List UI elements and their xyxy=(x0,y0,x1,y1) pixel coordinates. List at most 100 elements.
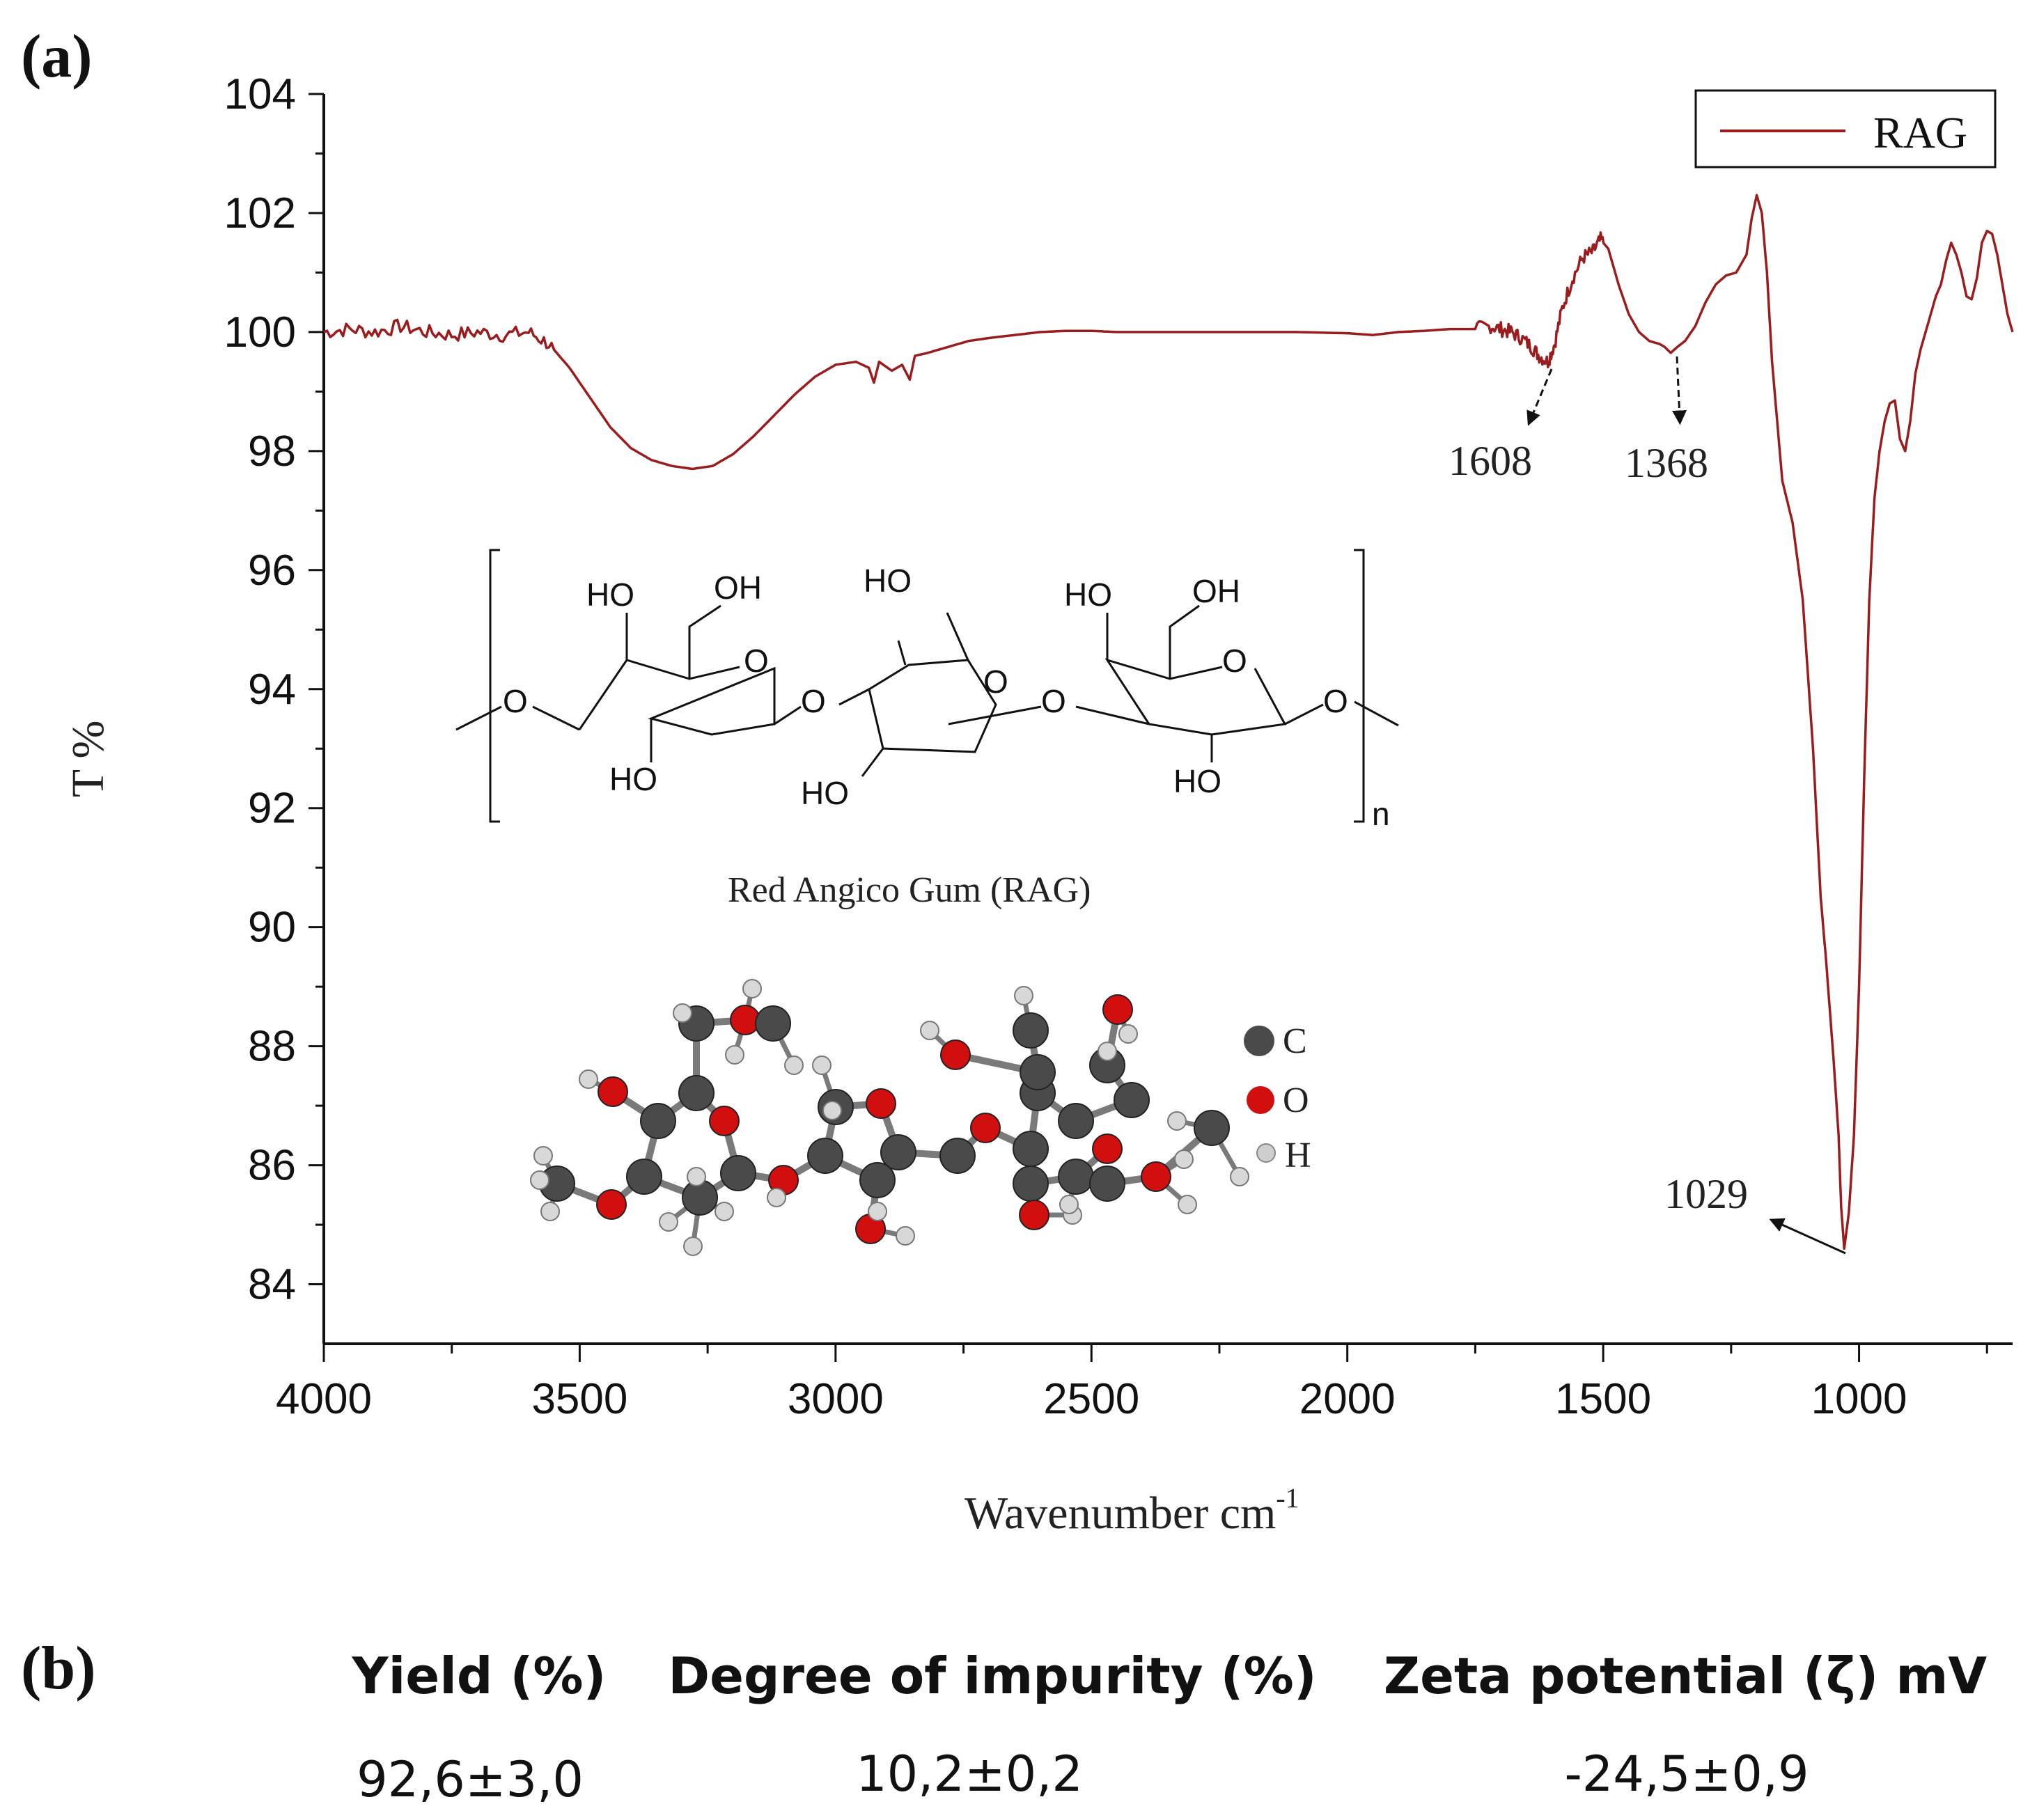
y-axis-title: T % xyxy=(63,721,114,798)
legend-box xyxy=(1694,89,1997,168)
label-oh-1: OH xyxy=(714,570,762,606)
label-oh-2: OH xyxy=(1192,573,1240,609)
table-header-impurity: Degree of impurity (%) xyxy=(668,1647,1316,1705)
oxygen-atom-icon xyxy=(1247,1086,1274,1114)
hydrogen-atom-icon xyxy=(1256,1143,1276,1163)
y-tick-label: 84 xyxy=(248,1261,296,1309)
x-tick-label: 1500 xyxy=(1555,1375,1651,1423)
hydrogen-atom xyxy=(767,1188,786,1207)
arrow-1608 xyxy=(1527,368,1553,426)
carbon-atom xyxy=(859,1162,896,1198)
table-value-impurity: 10,2±0,2 xyxy=(856,1746,1083,1803)
hydrogen-atom xyxy=(1167,1111,1187,1131)
y-tick-label: 86 xyxy=(248,1142,296,1190)
hydrogen-atom xyxy=(920,1021,939,1040)
table-value-zeta: -24,5±0,9 xyxy=(1564,1746,1809,1803)
hydrogen-atom xyxy=(530,1170,549,1190)
hydrogen-atom xyxy=(1118,1024,1138,1044)
chemical-structure: O HO OH O HO O HO O HO O HO OH O HO O n xyxy=(455,549,1399,832)
y-tick-label: 90 xyxy=(248,904,296,952)
x-tick-label: 4000 xyxy=(276,1375,372,1423)
x-axis-title-sup: -1 xyxy=(1276,1482,1299,1514)
y-tick-label: 104 xyxy=(224,70,296,118)
label-ho-3: HO xyxy=(864,563,912,599)
label-ho-5: HO xyxy=(1064,576,1112,613)
hydrogen-atom xyxy=(673,1003,692,1023)
label-o-ring-3: O xyxy=(1222,643,1247,679)
hydrogen-atom xyxy=(1014,986,1033,1005)
hydrogen-atom xyxy=(784,1056,804,1075)
oxygen-atom xyxy=(940,1040,971,1070)
label-o-link-2: O xyxy=(1041,683,1066,719)
y-tick-label: 98 xyxy=(248,427,296,476)
panel-b-label: (b) xyxy=(21,1635,96,1702)
pyranose-ring-1 xyxy=(578,604,776,762)
hydrogen-atom xyxy=(687,1167,706,1186)
x-tick-label: 3500 xyxy=(531,1375,627,1423)
hydrogen-atom xyxy=(742,979,762,998)
label-o-chain-left: O xyxy=(503,683,528,719)
carbon-atom xyxy=(678,1075,715,1111)
polymer-bracket-right xyxy=(1354,549,1365,823)
hydrogen-atom xyxy=(812,1056,831,1075)
polymer-bracket-left xyxy=(489,549,500,823)
carbon-atom-icon xyxy=(1244,1026,1274,1056)
label-ho-1: HO xyxy=(586,576,634,613)
table-value-yield: 92,6±3,0 xyxy=(357,1751,584,1808)
arrow-1029 xyxy=(1769,1218,1846,1255)
atom-legend-carbon: C xyxy=(1283,1021,1307,1061)
hydrogen-atom xyxy=(1230,1167,1249,1186)
hydrogen-atom xyxy=(868,1202,887,1221)
carbon-atom xyxy=(939,1138,976,1174)
hydrogen-atom xyxy=(1098,1042,1117,1061)
hydrogen-atom xyxy=(1174,1150,1194,1169)
hydrogen-atom xyxy=(683,1237,703,1256)
carbon-atom xyxy=(1013,1012,1049,1049)
arrow-1368 xyxy=(1672,356,1687,425)
y-tick-label: 88 xyxy=(248,1023,296,1071)
label-n: n xyxy=(1372,796,1390,832)
y-tick-label: 102 xyxy=(224,189,296,237)
label-ho-4: HO xyxy=(801,775,849,811)
x-tick-label: 3000 xyxy=(788,1375,884,1423)
carbon-atom xyxy=(1058,1159,1094,1195)
results-table: Yield (%) Degree of impurity (%) Zeta po… xyxy=(352,1647,1988,1808)
hydrogen-atom xyxy=(822,1101,842,1120)
carbon-atom xyxy=(1013,1131,1049,1167)
structure-name: Red Angico Gum (RAG) xyxy=(728,870,1091,910)
glycosidic-bonds xyxy=(455,688,1399,731)
label-ho-6: HO xyxy=(1173,763,1221,799)
x-tick-label: 1000 xyxy=(1811,1375,1907,1423)
peak-label-1608: 1608 xyxy=(1449,438,1532,484)
furanose-ring xyxy=(861,612,997,777)
y-tick-label: 100 xyxy=(224,308,296,356)
label-ho-2: HO xyxy=(609,761,657,797)
oxygen-atom xyxy=(598,1076,628,1107)
carbon-atom xyxy=(1020,1054,1056,1090)
carbon-atom xyxy=(880,1134,916,1170)
table-header-zeta: Zeta potential (ζ) mV xyxy=(1384,1647,1987,1705)
oxygen-atom xyxy=(1141,1161,1171,1192)
carbon-atom xyxy=(1013,1166,1049,1202)
hydrogen-atom xyxy=(725,1045,744,1065)
hydrogen-atom xyxy=(896,1226,915,1246)
hydrogen-atom xyxy=(540,1202,560,1221)
hydrogen-atom xyxy=(659,1212,678,1232)
atom-legend: C O H xyxy=(1244,1021,1311,1175)
pyranose-ring-2 xyxy=(1104,604,1287,762)
molecular-model xyxy=(530,979,1249,1256)
carbon-atom xyxy=(626,1159,662,1195)
x-axis: 4000 3500 3000 2500 2000 1500 1000 xyxy=(276,1342,2013,1423)
hydrogen-atom xyxy=(1178,1195,1197,1214)
hydrogen-atom xyxy=(579,1069,598,1089)
table-header-yield: Yield (%) xyxy=(352,1647,607,1705)
peak-annotations: 1608 1368 1029 xyxy=(1449,356,1846,1255)
spectrum-chart: 84 86 88 90 92 94 96 98 100 102 104 4000 3500 3000 25… xyxy=(63,70,2014,1539)
atom-legend-oxygen: O xyxy=(1283,1081,1309,1120)
oxygen-atom xyxy=(596,1189,627,1220)
oxygen-atom xyxy=(709,1106,740,1136)
carbon-atom xyxy=(640,1103,676,1139)
carbon-atom xyxy=(1058,1103,1094,1139)
x-axis-title: Wavenumber cm-1 xyxy=(965,1482,1299,1539)
atom-legend-hydrogen: H xyxy=(1285,1136,1311,1175)
